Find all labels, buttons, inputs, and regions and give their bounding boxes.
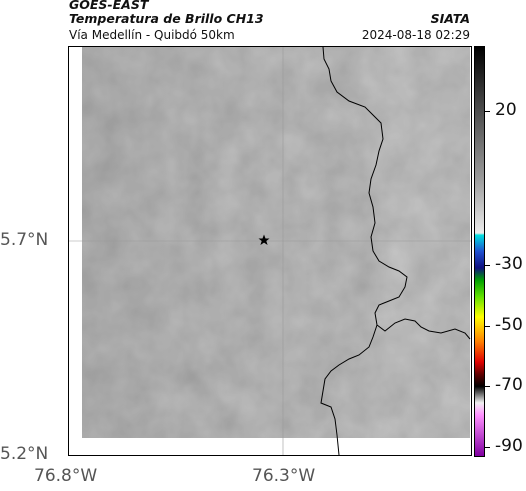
colorbar-tick	[485, 447, 490, 448]
colorbar-tick	[485, 111, 490, 112]
colorbar-tick	[485, 386, 490, 387]
lon-label-west: 76.8°W	[34, 466, 98, 486]
department-border	[322, 47, 471, 340]
colorbar-label: -90	[495, 436, 523, 456]
map-canvas	[69, 47, 471, 455]
colorbar-label: -50	[495, 315, 523, 335]
colorbar-label: -30	[495, 254, 523, 274]
lat-label-south: 5.2°N	[0, 444, 49, 464]
region-subtitle: Vía Medellín - Quibdó 50km	[69, 28, 235, 42]
product-title: GOES-EAST	[69, 0, 149, 12]
brand-label: SIATA	[430, 11, 470, 26]
colorbar-label: 20	[495, 100, 517, 120]
colorbar-tick	[485, 265, 490, 266]
cloud-shading	[82, 47, 470, 438]
colorbar-gradient	[475, 47, 484, 456]
temperature-colorbar	[474, 46, 485, 457]
star-icon[interactable]	[258, 234, 270, 246]
department-border-south	[320, 324, 378, 455]
colorbar-label: -70	[495, 375, 523, 395]
satellite-map[interactable]	[68, 46, 472, 456]
colorbar-tick	[485, 326, 490, 327]
timestamp-label: 2024-08-18 02:29	[361, 28, 470, 42]
lat-label-north: 5.7°N	[0, 230, 49, 250]
channel-title: Temperatura de Brillo CH13	[69, 11, 264, 26]
lon-label-center: 76.3°W	[252, 466, 316, 486]
